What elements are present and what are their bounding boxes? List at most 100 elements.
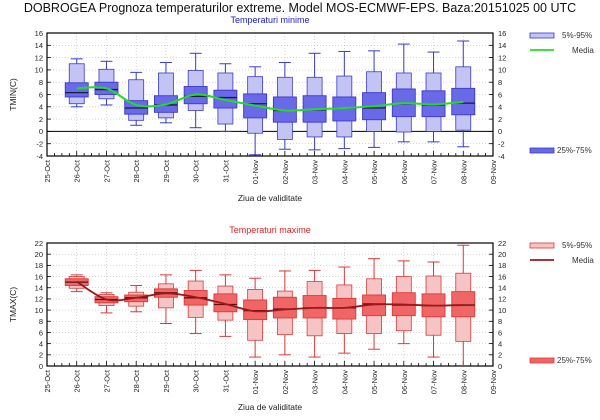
box-p25-p75 <box>451 291 476 318</box>
x-tick-label: 03-Nov <box>311 370 320 394</box>
x-tick-label: 28-Oct <box>132 369 141 392</box>
box-26-Oct <box>64 58 89 108</box>
y-tick-label-left: 8 <box>39 78 43 87</box>
y-tick-label-right: 6 <box>498 90 502 99</box>
plot-frame <box>46 32 494 157</box>
panel-tmin: Temperaturi minime -4 -4 -2 -2 0 0 2 2 4 4 6 6 8 8 10 10… <box>8 15 594 203</box>
y-tick-label-right: 0 <box>498 127 502 136</box>
mean-line <box>76 280 464 313</box>
x-tick-label: 04-Nov <box>340 370 349 394</box>
y-tick-label-right: 0 <box>498 362 502 371</box>
chart-subtitle: Temperaturi minime <box>230 15 309 25</box>
y-axis-label: TMIN(C) <box>8 78 18 111</box>
y-axis-label: TMAX(C) <box>8 287 18 323</box>
box-04-Nov <box>332 50 357 150</box>
y-tick-label-right: 12 <box>498 53 506 62</box>
y-tick-label-left: 14 <box>35 41 43 50</box>
y-tick-label-right: 14 <box>498 41 506 50</box>
y-tick-label-right: 10 <box>498 306 506 315</box>
y-tick-label-right: 8 <box>498 78 502 87</box>
box-28-Oct <box>124 71 149 126</box>
y-tick-label-left: 12 <box>35 295 43 304</box>
y-tick-label-right: 4 <box>498 103 502 112</box>
box-08-Nov <box>451 40 476 148</box>
y-tick-label-right: -2 <box>498 140 505 149</box>
x-tick-label: 29-Oct <box>162 159 171 182</box>
x-axis-label: Ziua de validitate <box>238 402 303 412</box>
box-26-Oct <box>64 274 89 293</box>
box-01-Nov <box>243 66 268 156</box>
box-06-Nov <box>391 43 416 143</box>
x-tick-label: 05-Nov <box>370 370 379 394</box>
y-tick-label-right: 2 <box>498 115 502 124</box>
x-tick-label: 06-Nov <box>400 160 409 184</box>
plot-frame <box>46 242 494 367</box>
y-tick-label-left: 2 <box>39 351 43 360</box>
y-tick-label-left: -2 <box>36 140 43 149</box>
y-tick-label-left: 12 <box>35 53 43 62</box>
y-tick-label-right: 4 <box>498 339 502 348</box>
x-tick-label: 09-Nov <box>489 370 498 394</box>
x-axis-label: Ziua de validitate <box>238 193 303 203</box>
x-tick-label: 06-Nov <box>400 370 409 394</box>
y-tick-label-right: 18 <box>498 261 506 270</box>
legend-swatch-25-75 <box>529 357 555 364</box>
legend-swatch-5-95 <box>529 32 555 39</box>
box-p25-p75 <box>302 295 327 319</box>
y-tick-label-left: 20 <box>35 250 43 259</box>
box-29-Oct <box>153 62 178 124</box>
x-tick-label: 31-Oct <box>221 369 230 392</box>
y-tick-label-left: 16 <box>35 272 43 281</box>
box-30-Oct <box>183 52 208 129</box>
legend-label-25-75: 25%-75% <box>557 146 592 155</box>
box-02-Nov <box>272 62 297 150</box>
x-tick-label: 02-Nov <box>281 160 290 184</box>
y-tick-label-left: 6 <box>39 90 43 99</box>
legend-swatch-5-95 <box>529 242 555 249</box>
y-tick-label-left: 0 <box>39 362 43 371</box>
y-tick-label-right: 22 <box>498 239 506 248</box>
x-tick-label: 07-Nov <box>430 160 439 184</box>
x-tick-label: 27-Oct <box>102 159 111 182</box>
x-tick-label: 07-Nov <box>430 370 439 394</box>
box-03-Nov <box>302 269 327 358</box>
box-04-Nov <box>332 266 357 354</box>
y-tick-label-left: 8 <box>39 317 43 326</box>
legend-label-media: Media <box>572 256 594 265</box>
y-tick-label-right: -4 <box>498 152 505 161</box>
box-03-Nov <box>302 52 327 151</box>
x-tick-label: 08-Nov <box>459 160 468 184</box>
main-title: DOBROGEA Prognoza temperaturilor extreme… <box>23 1 577 15</box>
x-tick-label: 26-Oct <box>73 369 82 392</box>
box-p25-p75 <box>64 82 89 98</box>
box-07-Nov <box>421 51 446 143</box>
mean-line <box>76 86 464 112</box>
x-tick-label: 08-Nov <box>459 370 468 394</box>
y-tick-label-right: 6 <box>498 328 502 337</box>
x-tick-label: 28-Oct <box>132 159 141 182</box>
y-tick-label-left: 18 <box>35 261 43 270</box>
y-tick-label-right: 2 <box>498 351 502 360</box>
y-tick-label-left: 16 <box>35 29 43 38</box>
x-tick-label: 02-Nov <box>281 370 290 394</box>
y-tick-label-right: 10 <box>498 66 506 75</box>
x-tick-label: 27-Oct <box>102 369 111 392</box>
y-tick-label-left: 22 <box>35 239 43 248</box>
legend-swatch-25-75 <box>529 147 555 154</box>
x-tick-label: 01-Nov <box>251 370 260 394</box>
x-tick-label: 31-Oct <box>221 159 230 182</box>
box-p25-p75 <box>272 296 297 319</box>
y-tick-label-left: 4 <box>39 103 43 112</box>
y-tick-label-left: 14 <box>35 284 43 293</box>
y-tick-label-left: 6 <box>39 328 43 337</box>
y-tick-label-right: 20 <box>498 250 506 259</box>
y-tick-label-right: 8 <box>498 317 502 326</box>
x-tick-label: 26-Oct <box>73 159 82 182</box>
x-tick-label: 09-Nov <box>489 160 498 184</box>
y-tick-label-left: 2 <box>39 115 43 124</box>
box-p25-p75 <box>451 87 476 116</box>
x-tick-label: 01-Nov <box>251 160 260 184</box>
legend: 5%-95% Media 25%-75% <box>529 31 594 155</box>
